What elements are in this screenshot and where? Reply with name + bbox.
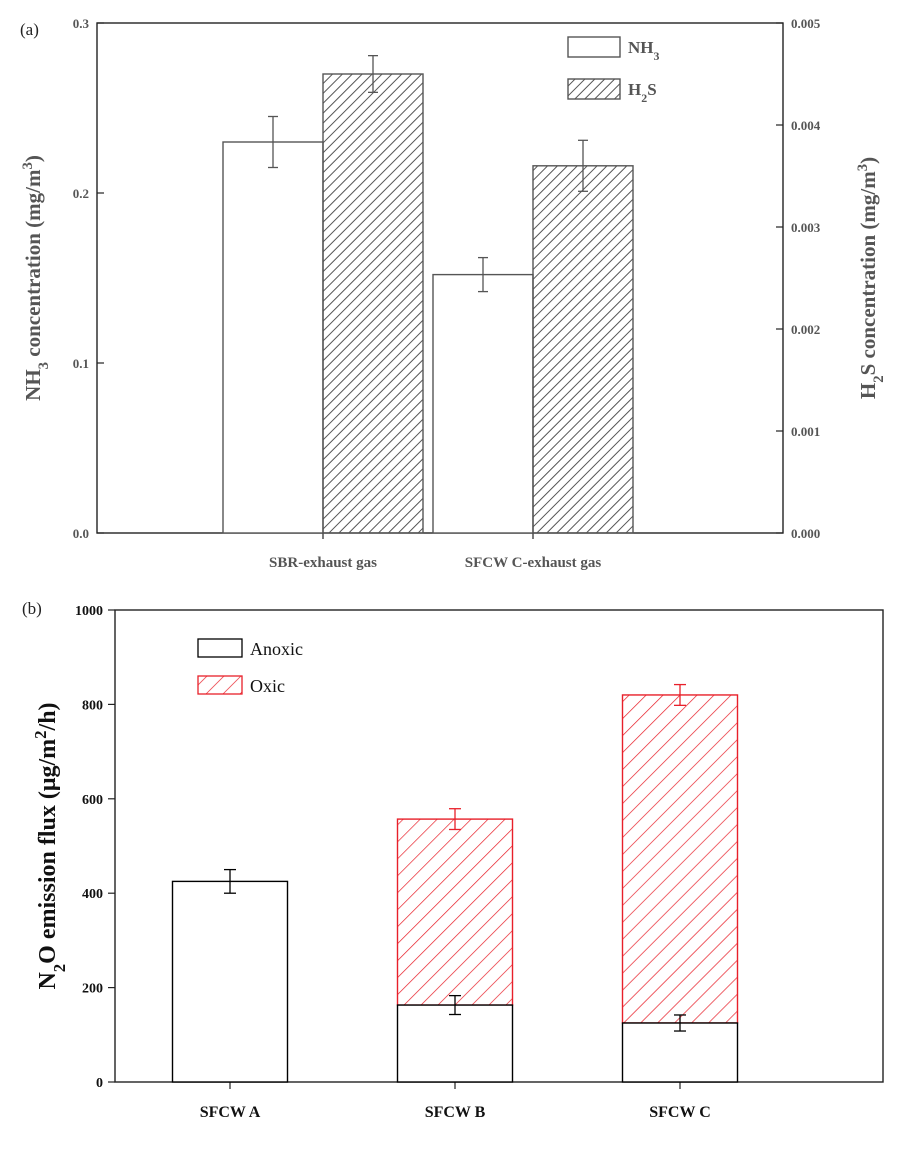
panel-b-category-label: SFCW C (649, 1104, 711, 1121)
panel-a-nh3-bar (432, 273, 534, 534)
panel-a-left-axis-title-part: NH (21, 369, 45, 401)
panel-a-left-tick-label: 0.0 (73, 526, 89, 541)
panel-b-y-axis-title: N2O emission flux (μg/m2/h) (31, 702, 69, 989)
panel-a-legend-label-h2s-part: S (647, 80, 656, 99)
panel-b-y-axis-title-part: N (35, 972, 61, 990)
panel-a-right-axis-title-part: S concentration (mg/m (856, 171, 880, 376)
panel-a-right-axis-title-part: 3 (855, 164, 871, 171)
panel-a-legend-label-h2s: H2S (628, 80, 657, 105)
panel-a-category-label: SBR-exhaust gas (269, 555, 377, 571)
panel-b-category-label: SFCW B (425, 1104, 486, 1121)
panel-b-y-axis-title-part: 2 (31, 730, 50, 738)
panel-a-right-axis-title-part: ) (856, 157, 880, 164)
panel-b-anoxic-bar (171, 880, 289, 1083)
panel-b-oxic-bar (396, 818, 514, 1006)
panel-b-legend-swatch-oxic (197, 675, 243, 695)
panel-a-right-axis-title-part: 2 (871, 375, 887, 382)
panel-a-h2s-bar (322, 73, 424, 534)
panel-a-category-label: SFCW C-exhaust gas (465, 555, 602, 571)
panel-a-legend-swatch-nh3 (567, 36, 621, 58)
panel-b-legend-swatch-anoxic (197, 638, 243, 658)
panel-b-legend-label-oxic: Oxic (250, 676, 285, 696)
panel-a-left-tick-label: 0.2 (73, 186, 89, 201)
panel-b-y-tick-label: 200 (82, 982, 103, 997)
panel-a-left-axis-title-part: 3 (20, 162, 36, 169)
panel-b-y-tick-label: 800 (82, 698, 103, 713)
panel-a-right-tick-label: 0.002 (791, 322, 820, 337)
panel-a-left-axis-title-part: 3 (36, 362, 52, 369)
panel-a-right-tick-label: 0.004 (791, 118, 821, 133)
panel-b-y-tick-label: 0 (96, 1076, 103, 1091)
panel-a-right-tick-label: 0.005 (791, 16, 821, 31)
panel-a-right-axis-title: H2S concentration (mg/m3) (855, 157, 887, 399)
panel-b-y-axis-title-part: 2 (50, 964, 69, 972)
panel-b-y-tick-label: 600 (82, 793, 103, 808)
panel-a-right-axis-title-part: H (856, 383, 880, 399)
panel-b-anoxic-bar (396, 1004, 514, 1083)
panel-b-label: (b) (22, 599, 42, 618)
panel-b-y-tick-label: 400 (82, 887, 103, 902)
panel-b-y-tick-label: 1000 (75, 604, 103, 619)
panel-a-legend-label-h2s-part: 2 (641, 91, 647, 105)
panel-a-right-tick-label: 0.000 (791, 526, 820, 541)
panel-a-left-axis-title-part: concentration (mg/m (21, 169, 45, 362)
panel-b-y-axis-title-part: O emission flux (μg/m (35, 739, 61, 964)
panel-a-legend-label-nh3-part: 3 (654, 49, 660, 63)
panel-a-left-axis-title: NH3 concentration (mg/m3) (20, 155, 52, 401)
panel-b-legend-label-anoxic: Anoxic (250, 639, 303, 659)
panel-a-legend-label-nh3: NH3 (628, 38, 660, 63)
panel-a-left-tick-label: 0.3 (73, 16, 90, 31)
panel-b-anoxic-bar (621, 1022, 739, 1083)
panel-a-legend-label-h2s-part: H (628, 80, 641, 99)
panel-a-right-tick-label: 0.001 (791, 424, 820, 439)
panel-b-category-label: SFCW A (200, 1104, 261, 1121)
panel-b-y-axis-title-part: /h) (35, 702, 61, 731)
panel-a-legend-label-nh3-part: NH (628, 38, 654, 57)
panel-a-nh3-bar (222, 141, 324, 534)
panel-b-oxic-bar (621, 694, 739, 1024)
panel-a-left-axis-title-part: ) (21, 155, 45, 162)
panel-a-right-tick-label: 0.003 (791, 220, 821, 235)
panel-a-legend-swatch-h2s (567, 78, 621, 100)
panel-a-left-tick-label: 0.1 (73, 356, 89, 371)
panel-a-h2s-bar (532, 165, 634, 534)
panel-a-label: (a) (20, 20, 39, 39)
